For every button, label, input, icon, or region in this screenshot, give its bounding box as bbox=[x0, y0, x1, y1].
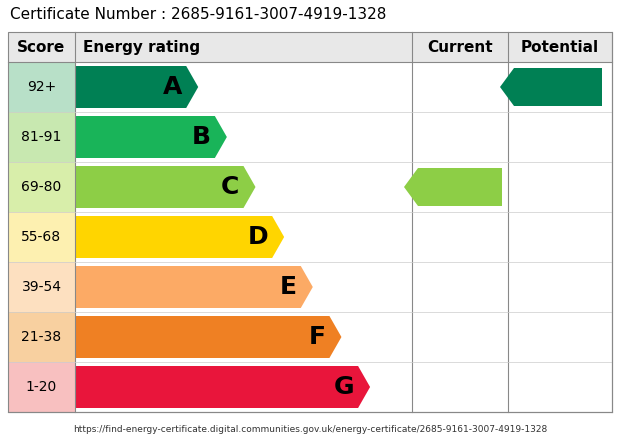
Bar bbox=[8, 112, 75, 162]
Polygon shape bbox=[75, 66, 198, 108]
Text: E: E bbox=[280, 275, 297, 299]
Text: B: B bbox=[192, 125, 211, 149]
Text: 81-91: 81-91 bbox=[21, 130, 61, 144]
Polygon shape bbox=[404, 168, 502, 206]
Bar bbox=[8, 212, 75, 262]
Polygon shape bbox=[75, 266, 313, 308]
Text: C: C bbox=[221, 175, 239, 199]
Text: F: F bbox=[308, 325, 326, 349]
Text: Current: Current bbox=[427, 40, 493, 55]
Polygon shape bbox=[75, 366, 370, 408]
Bar bbox=[8, 162, 75, 212]
Polygon shape bbox=[75, 116, 227, 158]
Bar bbox=[8, 62, 75, 112]
Polygon shape bbox=[75, 316, 342, 358]
Text: A: A bbox=[163, 75, 182, 99]
Text: Energy rating: Energy rating bbox=[83, 40, 200, 55]
Text: 1-20: 1-20 bbox=[26, 380, 57, 394]
Text: Certificate Number : 2685-9161-3007-4919-1328: Certificate Number : 2685-9161-3007-4919… bbox=[10, 7, 386, 22]
Bar bbox=[8, 362, 75, 412]
Text: Potential: Potential bbox=[521, 40, 599, 55]
Text: 92+: 92+ bbox=[27, 80, 56, 94]
Text: 93: 93 bbox=[546, 78, 569, 96]
Text: 55-68: 55-68 bbox=[22, 230, 61, 244]
Text: D: D bbox=[247, 225, 268, 249]
Bar bbox=[8, 262, 75, 312]
Text: 39-54: 39-54 bbox=[22, 280, 61, 294]
Bar bbox=[8, 32, 612, 412]
Polygon shape bbox=[500, 68, 602, 106]
Text: Score: Score bbox=[17, 40, 66, 55]
Text: G: G bbox=[334, 375, 354, 399]
Bar bbox=[8, 312, 75, 362]
Text: 21-38: 21-38 bbox=[22, 330, 61, 344]
Polygon shape bbox=[75, 216, 284, 258]
Text: 70: 70 bbox=[448, 178, 471, 196]
Bar bbox=[8, 32, 612, 62]
Text: https://find-energy-certificate.digital.communities.gov.uk/energy-certificate/26: https://find-energy-certificate.digital.… bbox=[73, 425, 547, 434]
Text: 69-80: 69-80 bbox=[21, 180, 61, 194]
Polygon shape bbox=[75, 166, 255, 208]
